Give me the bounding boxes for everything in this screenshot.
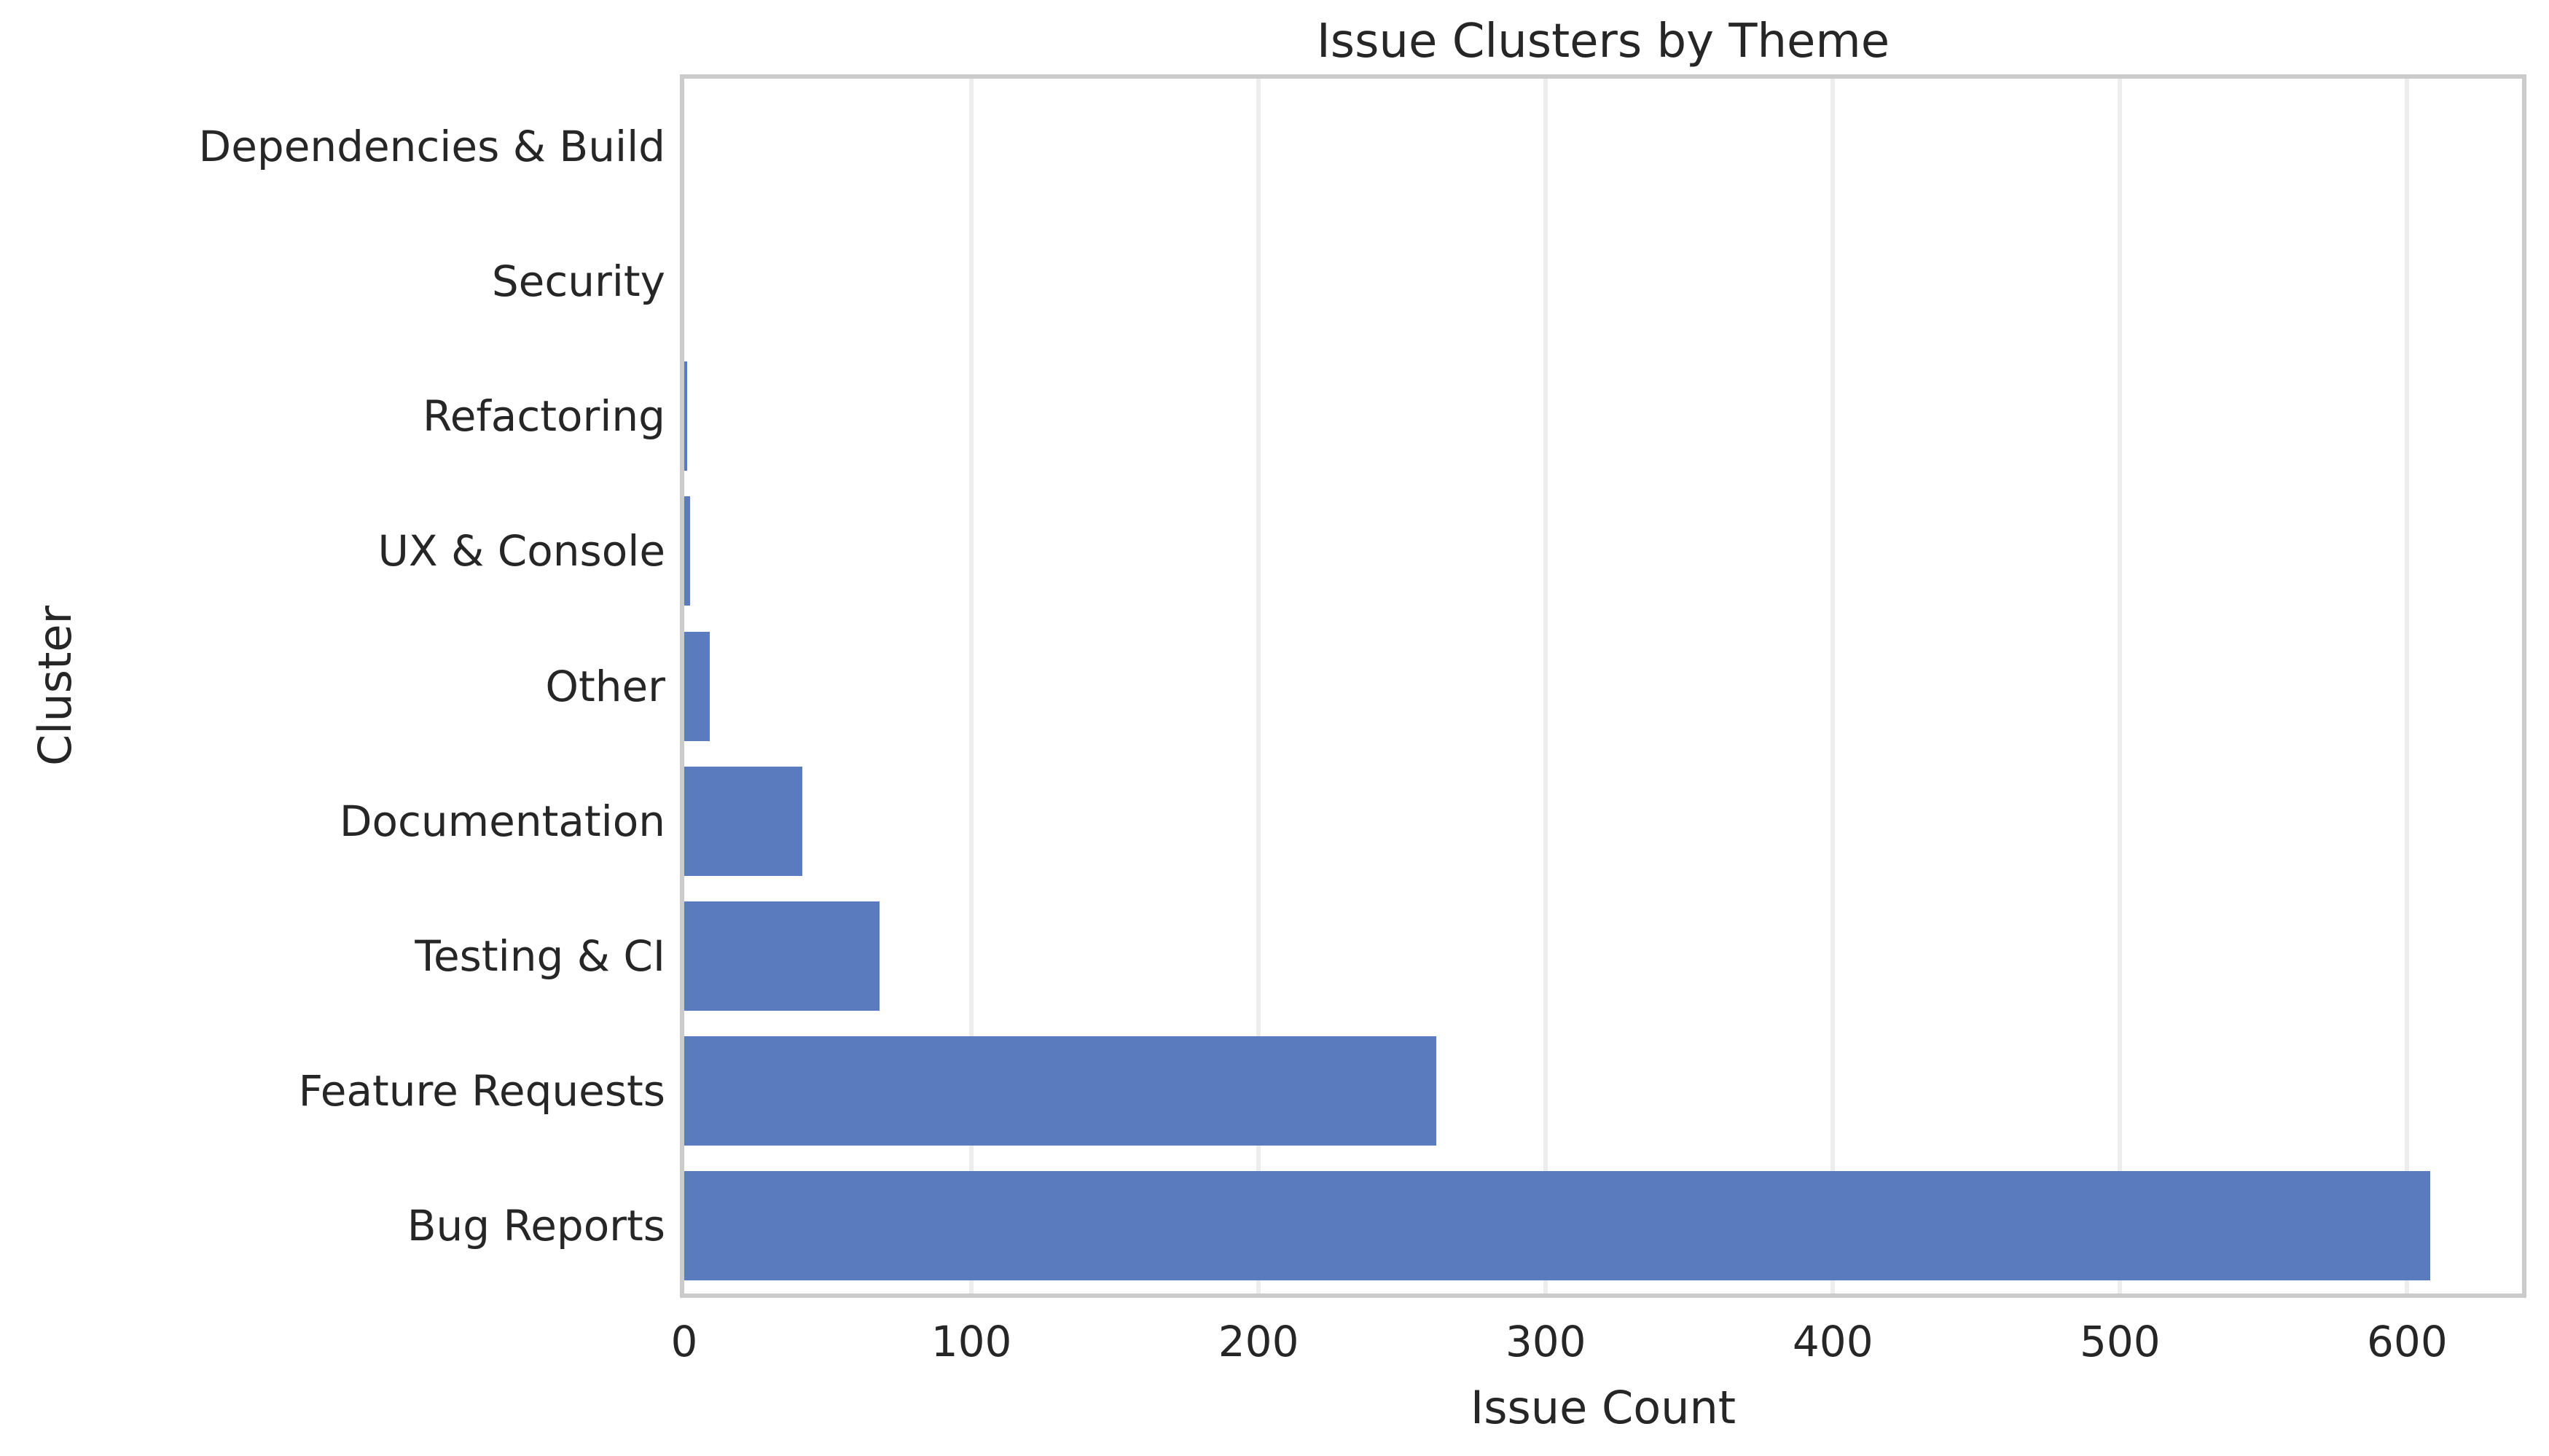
plot-inner xyxy=(684,79,2522,1293)
gridline-x-600 xyxy=(2405,79,2410,1293)
y-tick-label: Security xyxy=(491,256,665,306)
x-tick-label: 0 xyxy=(670,1317,698,1366)
gridline-x-300 xyxy=(1543,79,1548,1293)
y-tick-label: Documentation xyxy=(339,796,665,846)
bar-other xyxy=(684,631,710,741)
y-tick-label: Dependencies & Build xyxy=(198,121,665,171)
y-tick-label: Bug Reports xyxy=(407,1201,665,1251)
x-tick-label: 100 xyxy=(931,1317,1012,1366)
bar-testing-ci xyxy=(684,901,880,1011)
bar-feature-requests xyxy=(684,1036,1437,1146)
chart-title: Issue Clusters by Theme xyxy=(1316,15,1890,69)
gridline-x-100 xyxy=(969,79,974,1293)
y-tick-label: Testing & CI xyxy=(415,931,665,981)
bar-documentation xyxy=(684,766,802,876)
bar-refactoring xyxy=(684,361,687,471)
gridline-x-400 xyxy=(1830,79,1836,1293)
y-tick-label: UX & Console xyxy=(377,526,665,576)
bar-ux-console xyxy=(684,496,690,606)
x-tick-label: 500 xyxy=(2079,1317,2161,1366)
x-tick-label: 200 xyxy=(1218,1317,1299,1366)
y-tick-label: Feature Requests xyxy=(298,1066,665,1116)
x-tick-label: 600 xyxy=(2367,1317,2448,1366)
x-tick-label: 300 xyxy=(1505,1317,1586,1366)
gridline-x-200 xyxy=(1256,79,1261,1293)
x-tick-label: 400 xyxy=(1792,1317,1873,1366)
y-tick-label: Other xyxy=(545,661,665,711)
x-axis-label: Issue Count xyxy=(1470,1381,1736,1434)
bar-bug-reports xyxy=(684,1171,2430,1281)
y-tick-label: Refactoring xyxy=(423,391,665,442)
gridline-x-500 xyxy=(2118,79,2123,1293)
plot-area xyxy=(680,74,2526,1298)
